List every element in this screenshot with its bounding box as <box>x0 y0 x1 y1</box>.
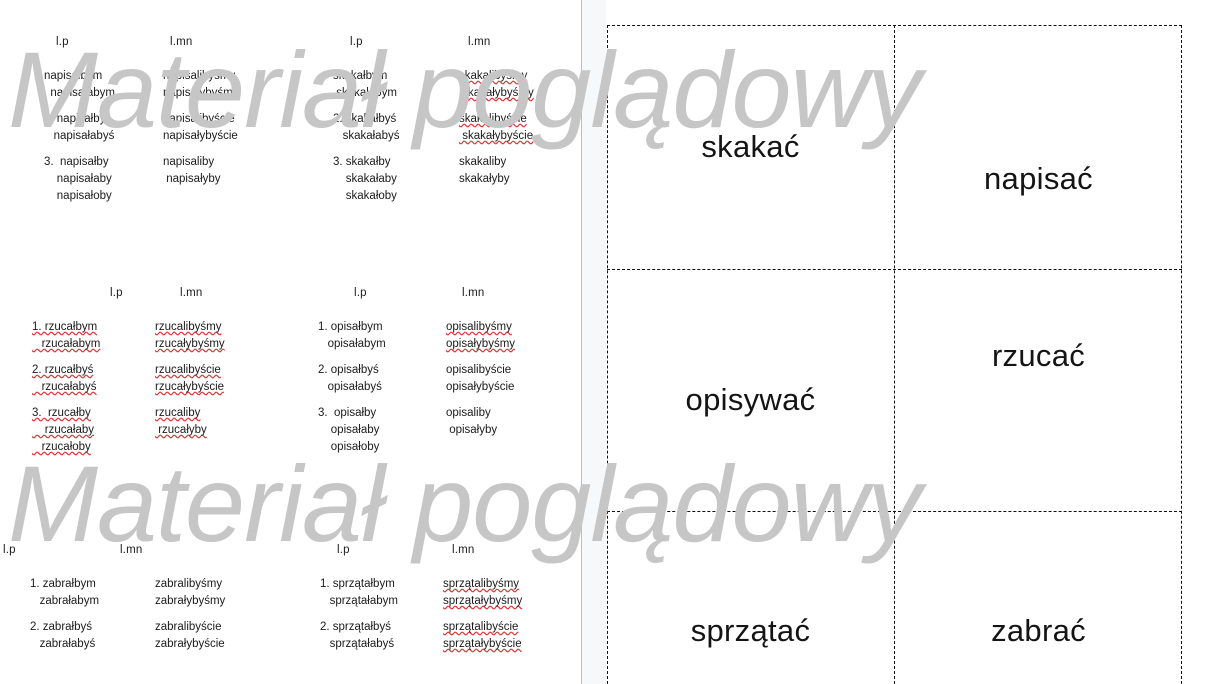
forms-plural-opisywac: opisalibyśmy opisałybyśmy opisalibyście … <box>446 319 515 448</box>
forms-singular-opisywac: 1. opisałbym opisałabym 2. opisałbyś opi… <box>318 319 386 465</box>
form-line: 2. opisałbyś opisałabyś <box>318 364 382 393</box>
form-line: opisalibyście opisałybyście <box>446 364 515 393</box>
column-header-plural: l.mn <box>120 544 143 556</box>
forms-singular-zabrac: 1. zabrałbym zabrałabym 2. zabrałbyś zab… <box>30 576 99 662</box>
verb-cell-skakac[interactable]: skakać <box>607 25 894 269</box>
column-header-plural: l.mn <box>468 36 491 48</box>
form-line: 2. sprzątałbyś sprzątałabyś <box>320 621 395 650</box>
page-gutter <box>582 0 606 684</box>
form-line-misspelled: rzucalibyście rzucałybyście <box>155 364 225 393</box>
form-line: skakałbym skakałobym <box>333 70 397 99</box>
verb-cell-sprzatac[interactable]: sprzątać <box>607 512 894 684</box>
verb-cell-zabrac[interactable]: zabrać <box>895 512 1182 684</box>
grid-horizontal-divider-1 <box>607 269 1182 270</box>
column-header-singular: l.p <box>56 36 69 48</box>
form-line: opisaliby opisałyby <box>446 407 498 436</box>
verb-label: opisywać <box>685 381 816 417</box>
form-line: zabralibyście zabrałybyście <box>155 621 225 650</box>
form-line-misspelled: rzucaliby rzucałyby <box>155 407 207 436</box>
form-line-misspelled: 3. rzucałby rzucałaby rzucałoby <box>32 407 94 453</box>
verb-label: skakać <box>701 129 800 164</box>
form-line-misspelled: skakalibyście skakałybyście <box>459 113 534 142</box>
form-line-misspelled: sprzątalibyście sprzątałybyście <box>443 621 522 650</box>
form-line: napisalibyśmy napisałybyśmy <box>163 70 239 99</box>
form-line: 2. zabrałbyś zabrałabyś <box>30 621 96 650</box>
form-line: skakaliby skakałyby <box>459 156 510 185</box>
form-line: napisałbym napisałabym <box>44 70 115 99</box>
left-document-page: l.p l.mn napisałbym napisałabym 2. napis… <box>0 0 581 684</box>
form-line: 1. zabrałbym zabrałabym <box>30 578 100 607</box>
form-line: 1. sprzątałbym sprzątałabym <box>320 578 398 607</box>
form-line-misspelled: 1. rzucałbym rzucałabym <box>32 321 101 350</box>
form-line: 3. opisałby opisałaby opisałoby <box>318 407 380 453</box>
form-line-misspelled: skakalibyśmy skakałybyśmy <box>459 70 534 99</box>
forms-singular-napisac: napisałbym napisałabym 2. napisałbyś nap… <box>44 68 115 214</box>
column-header-singular: l.p <box>3 544 16 556</box>
form-line: 2. napisałbyś napisałabyś <box>44 113 115 142</box>
forms-singular-sprzatac: 1. sprzątałbym sprzątałabym 2. sprzątałb… <box>320 576 398 662</box>
form-line: napisalibyście napisałybyście <box>163 113 238 142</box>
form-line: 2. skakałbyś skakałabyś <box>333 113 400 142</box>
verb-cell-napisac[interactable]: napisać <box>895 25 1182 269</box>
verb-label: sprzątać <box>690 613 811 648</box>
form-line: zabralibyśmy zabrałybyśmy <box>155 578 226 607</box>
column-header-plural: l.mn <box>170 36 193 48</box>
column-header-singular: l.p <box>354 287 367 299</box>
forms-plural-sprzatac: sprzątalibyśmy sprzątałybyśmy sprzątalib… <box>443 576 522 662</box>
form-line: 1. opisałbym opisałabym <box>318 321 386 350</box>
column-header-plural: l.mn <box>462 287 485 299</box>
form-line-misspelled: rzucalibyśmy rzucałybyśmy <box>155 321 225 350</box>
verb-label: napisać <box>984 161 1093 196</box>
forms-singular-skakac: skakałbym skakałobym 2. skakałbyś skakał… <box>333 68 399 214</box>
column-header-singular: l.p <box>110 287 123 299</box>
verb-cell-opisywac[interactable]: opisywać <box>607 270 894 511</box>
form-line: napisaliby napisałyby <box>163 156 221 185</box>
column-header-plural: l.mn <box>452 544 475 556</box>
grid-horizontal-divider-2 <box>607 511 1182 512</box>
verb-label: zabrać <box>991 613 1086 648</box>
grid-vertical-divider <box>894 25 895 684</box>
form-line-misspelled: opisalibyśmy opisałybyśmy <box>446 321 516 350</box>
forms-singular-rzucac: 1. rzucałbym rzucałabym 2. rzucałbyś rzu… <box>32 319 100 465</box>
forms-plural-skakac: skakalibyśmy skakałybyśmy skakalibyście … <box>459 68 534 197</box>
form-line-misspelled: 2. rzucałbyś rzucałabyś <box>32 364 97 393</box>
verb-card-grid: skakać napisać opisywać rzucać sprzątać … <box>607 25 1182 684</box>
column-header-singular: l.p <box>337 544 350 556</box>
forms-plural-zabrac: zabralibyśmy zabrałybyśmy zabralibyście … <box>155 576 225 662</box>
page-divider <box>581 0 582 684</box>
verb-cell-rzucac[interactable]: rzucać <box>895 270 1182 511</box>
forms-plural-rzucac: rzucalibyśmy rzucałybyśmy rzucalibyście … <box>155 319 225 448</box>
column-header-singular: l.p <box>350 36 363 48</box>
column-header-plural: l.mn <box>180 287 203 299</box>
form-line: 3. skakałby skakałaby skakałoby <box>333 156 397 202</box>
forms-plural-napisac: napisalibyśmy napisałybyśmy napisalibyśc… <box>163 68 238 197</box>
form-line-misspelled: sprzątalibyśmy sprzątałybyśmy <box>443 578 523 607</box>
form-line: 3. napisałby napisałaby napisałoby <box>44 156 112 202</box>
verb-label: rzucać <box>991 338 1086 373</box>
